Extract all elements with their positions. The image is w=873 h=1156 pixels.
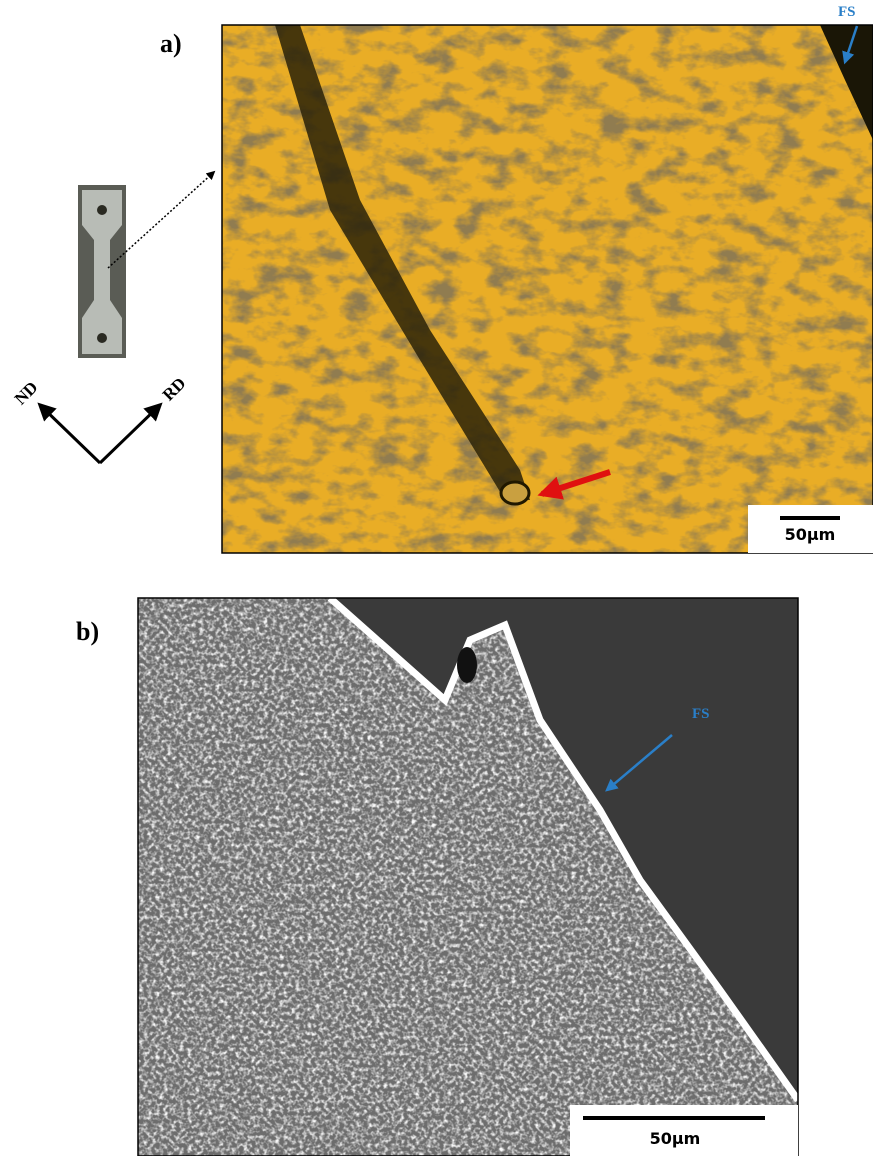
fs-label: FS xyxy=(838,4,856,20)
panel-label: b) xyxy=(76,617,99,646)
specimen-photo xyxy=(78,185,126,358)
orientation-axes xyxy=(40,405,160,463)
optical-micrograph xyxy=(222,25,873,553)
rd-label: RD xyxy=(159,374,190,405)
nd-label: ND xyxy=(11,378,42,409)
scale-label: 50μm xyxy=(650,1129,701,1148)
sem-micrograph xyxy=(138,598,798,1156)
figure: 50μm FS a) ND RD 50μm FS b) xyxy=(0,0,873,1156)
scale-label: 50μm xyxy=(785,525,836,544)
panel-label: a) xyxy=(160,29,182,58)
fs-label: FS xyxy=(692,706,710,722)
